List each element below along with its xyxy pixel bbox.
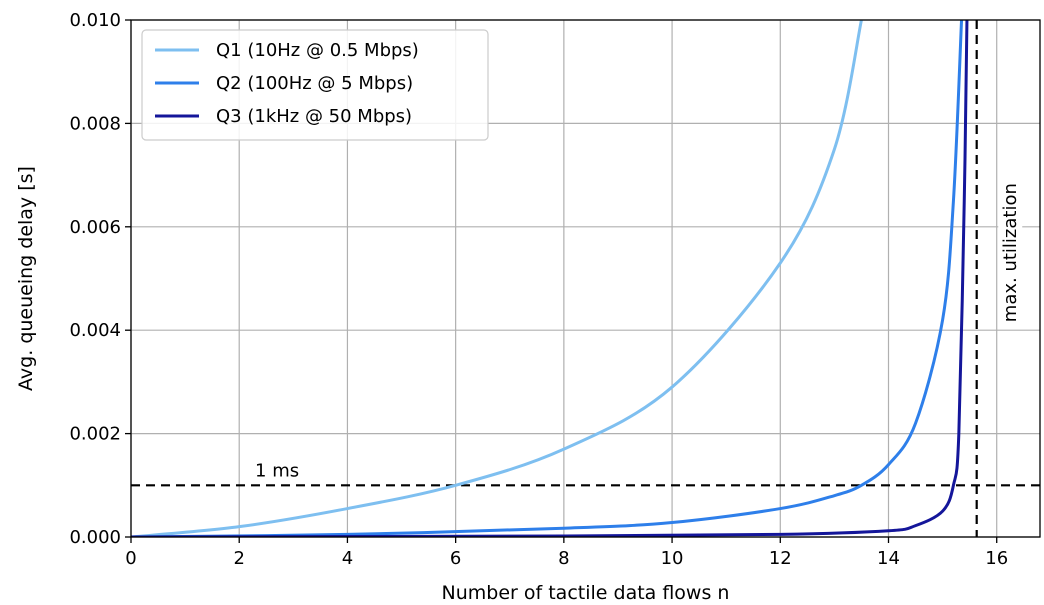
x-tick-label: 10 xyxy=(661,548,684,569)
y-tick-label: 0.004 xyxy=(69,320,121,341)
legend: Q1 (10Hz @ 0.5 Mbps) Q2 (100Hz @ 5 Mbps)… xyxy=(141,29,489,141)
reference-lines xyxy=(131,20,1040,537)
legend-label-q1: Q1 (10Hz @ 0.5 Mbps) xyxy=(216,40,419,61)
legend-box xyxy=(141,29,489,141)
x-tick-label: 14 xyxy=(877,548,900,569)
y-tick-label: 0.008 xyxy=(69,113,121,134)
y-tick-label: 0.002 xyxy=(69,424,121,445)
x-tick-label: 12 xyxy=(769,548,792,569)
series-line-q2 xyxy=(131,20,964,537)
data-series xyxy=(131,20,969,537)
x-tick-label: 2 xyxy=(233,548,244,569)
x-tick-label: 0 xyxy=(125,548,136,569)
y-tick-label: 0.006 xyxy=(69,217,121,238)
legend-label-q3: Q3 (1kHz @ 50 Mbps) xyxy=(216,106,412,127)
label-background xyxy=(998,179,1023,327)
x-tick-label: 6 xyxy=(450,548,461,569)
y-tick-label: 0.000 xyxy=(69,527,121,548)
max-utilization-label: max. utilization xyxy=(1000,183,1021,322)
series-line-q1 xyxy=(131,20,863,537)
plot-frame xyxy=(130,19,1041,538)
y-axis-label: Avg. queueing delay [s] xyxy=(15,166,37,391)
one-ms-label: 1 ms xyxy=(255,460,299,481)
x-tick-label: 8 xyxy=(558,548,569,569)
x-axis-label: Number of tactile data flows n xyxy=(442,582,730,604)
series-line-q3 xyxy=(131,20,969,537)
axis-ticks: 0 2 4 6 8 10 12 14 16 0.000 0.002 0.004 0.006 0.008 0.… xyxy=(69,10,1008,569)
x-tick-label: 16 xyxy=(985,548,1008,569)
y-tick-label: 0.010 xyxy=(69,10,121,31)
legend-label-q2: Q2 (100Hz @ 5 Mbps) xyxy=(216,73,413,94)
x-tick-label: 4 xyxy=(342,548,353,569)
